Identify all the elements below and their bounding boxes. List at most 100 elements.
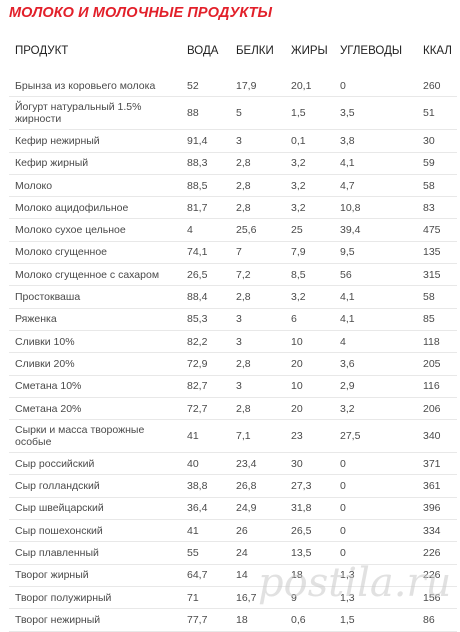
cell-product: Кефир жирный [9, 152, 182, 175]
cell-carbs: 0 [335, 75, 418, 98]
cell-carbs: 4 [335, 330, 418, 354]
cell-protein: 5 [231, 96, 286, 131]
cell-product: Ряженка [9, 308, 182, 331]
table-row: Кефир нежирный 91,4 3 0,1 3,8 30 [9, 129, 457, 153]
table-row: Сметана 10% 82,7 3 10 2,9 116 [9, 375, 457, 398]
cell-water: 85,3 [182, 308, 231, 331]
cell-protein: 2,8 [231, 397, 286, 421]
cell-protein: 23,4 [231, 452, 286, 476]
cell-carbs: 4,1 [335, 152, 418, 175]
cell-fat: 7,9 [286, 241, 335, 265]
cell-product: Сливки 20% [9, 352, 182, 376]
cell-fat: 0,6 [286, 608, 335, 632]
cell-fat: 6 [286, 308, 335, 331]
cell-fat: 20 [286, 352, 335, 376]
table-header: ПРОДУКТ ВОДА БЕЛКИ ЖИРЫ УГЛЕВОДЫ ККАЛ [9, 39, 457, 63]
cell-carbs: 4,7 [335, 174, 418, 198]
cell-kcal: 361 [418, 474, 457, 498]
cell-product: Сыр российский [9, 452, 182, 476]
cell-carbs: 56 [335, 263, 418, 287]
cell-product: Молоко сгущенное с сахаром [9, 263, 182, 287]
cell-water: 74,1 [182, 241, 231, 265]
cell-carbs: 10,8 [335, 196, 418, 220]
cell-water: 36,4 [182, 497, 231, 521]
cell-carbs: 1,5 [335, 608, 418, 632]
header-fat: ЖИРЫ [291, 45, 328, 57]
cell-water: 52 [182, 75, 231, 98]
cell-carbs: 0 [335, 474, 418, 498]
header-water: ВОДА [187, 45, 219, 57]
cell-fat: 30 [286, 452, 335, 476]
cell-protein: 7,2 [231, 263, 286, 287]
cell-fat: 9 [286, 586, 335, 610]
cell-protein: 26,8 [231, 474, 286, 498]
cell-kcal: 156 [418, 586, 457, 610]
cell-fat: 0,1 [286, 129, 335, 153]
cell-product: Молоко сухое цельное [9, 218, 182, 242]
cell-product: Сыр голландский [9, 474, 182, 498]
cell-protein: 24 [231, 541, 286, 565]
header-carbs: УГЛЕВОДЫ [340, 45, 403, 57]
cell-product: Молоко [9, 174, 182, 198]
cell-water: 72,7 [182, 397, 231, 421]
cell-fat: 25 [286, 218, 335, 242]
cell-fat: 13,5 [286, 541, 335, 565]
cell-fat: 27,3 [286, 474, 335, 498]
cell-fat: 8,5 [286, 263, 335, 287]
cell-fat: 3,2 [286, 174, 335, 198]
cell-product: Сметана 10% [9, 375, 182, 398]
cell-water: 81,7 [182, 196, 231, 220]
header-product: ПРОДУКТ [15, 45, 69, 57]
header-kcal: ККАЛ [423, 45, 452, 57]
table-row: Сыр швейцарский 36,4 24,9 31,8 0 396 [9, 497, 457, 521]
cell-carbs: 0 [335, 519, 418, 543]
cell-kcal: 86 [418, 608, 457, 632]
cell-kcal: 226 [418, 541, 457, 565]
cell-kcal: 205 [418, 352, 457, 376]
cell-protein: 3 [231, 308, 286, 331]
cell-kcal: 226 [418, 564, 457, 587]
cell-carbs: 0 [335, 452, 418, 476]
cell-carbs: 0 [335, 497, 418, 521]
cell-product: Творог полужирный [9, 586, 182, 610]
table-row: Ряженка 85,3 3 6 4,1 85 [9, 308, 457, 331]
header-row: ПРОДУКТ ВОДА БЕЛКИ ЖИРЫ УГЛЕВОДЫ ККАЛ [9, 39, 457, 63]
cell-kcal: 475 [418, 218, 457, 242]
table-row: Творог нежирный 77,7 18 0,6 1,5 86 [9, 608, 457, 632]
cell-product: Сырки и масса творожные особые [9, 419, 182, 454]
cell-product: Сливки 10% [9, 330, 182, 354]
cell-product: Сыр плавленный [9, 541, 182, 565]
cell-carbs: 39,4 [335, 218, 418, 242]
cell-protein: 25,6 [231, 218, 286, 242]
cell-protein: 2,8 [231, 352, 286, 376]
table-row: Брынза из коровьего молока 52 17,9 20,1 0 260 [9, 75, 457, 98]
cell-protein: 2,8 [231, 285, 286, 309]
cell-water: 72,9 [182, 352, 231, 376]
cell-water: 26,5 [182, 263, 231, 287]
cell-carbs: 27,5 [335, 419, 418, 454]
cell-fat: 3,2 [286, 196, 335, 220]
cell-carbs: 0 [335, 541, 418, 565]
cell-water: 77,7 [182, 608, 231, 632]
cell-kcal: 334 [418, 519, 457, 543]
cell-water: 82,2 [182, 330, 231, 354]
cell-water: 40 [182, 452, 231, 476]
cell-water: 88,3 [182, 152, 231, 175]
cell-kcal: 58 [418, 285, 457, 309]
cell-carbs: 3,2 [335, 397, 418, 421]
cell-fat: 26,5 [286, 519, 335, 543]
cell-kcal: 135 [418, 241, 457, 265]
cell-water: 88,5 [182, 174, 231, 198]
cell-fat: 10 [286, 375, 335, 398]
table-row: Молоко сгущенное 74,1 7 7,9 9,5 135 [9, 241, 457, 265]
cell-fat: 10 [286, 330, 335, 354]
cell-protein: 7,1 [231, 419, 286, 454]
cell-water: 71 [182, 586, 231, 610]
cell-product: Молоко ацидофильное [9, 196, 182, 220]
cell-kcal: 83 [418, 196, 457, 220]
table-body: Брынза из коровьего молока 52 17,9 20,1 0 260… [9, 63, 457, 632]
cell-carbs: 3,8 [335, 129, 418, 153]
table-row: Простокваша 88,4 2,8 3,2 4,1 58 [9, 285, 457, 309]
cell-fat: 1,5 [286, 96, 335, 131]
cell-product: Кефир нежирный [9, 129, 182, 153]
